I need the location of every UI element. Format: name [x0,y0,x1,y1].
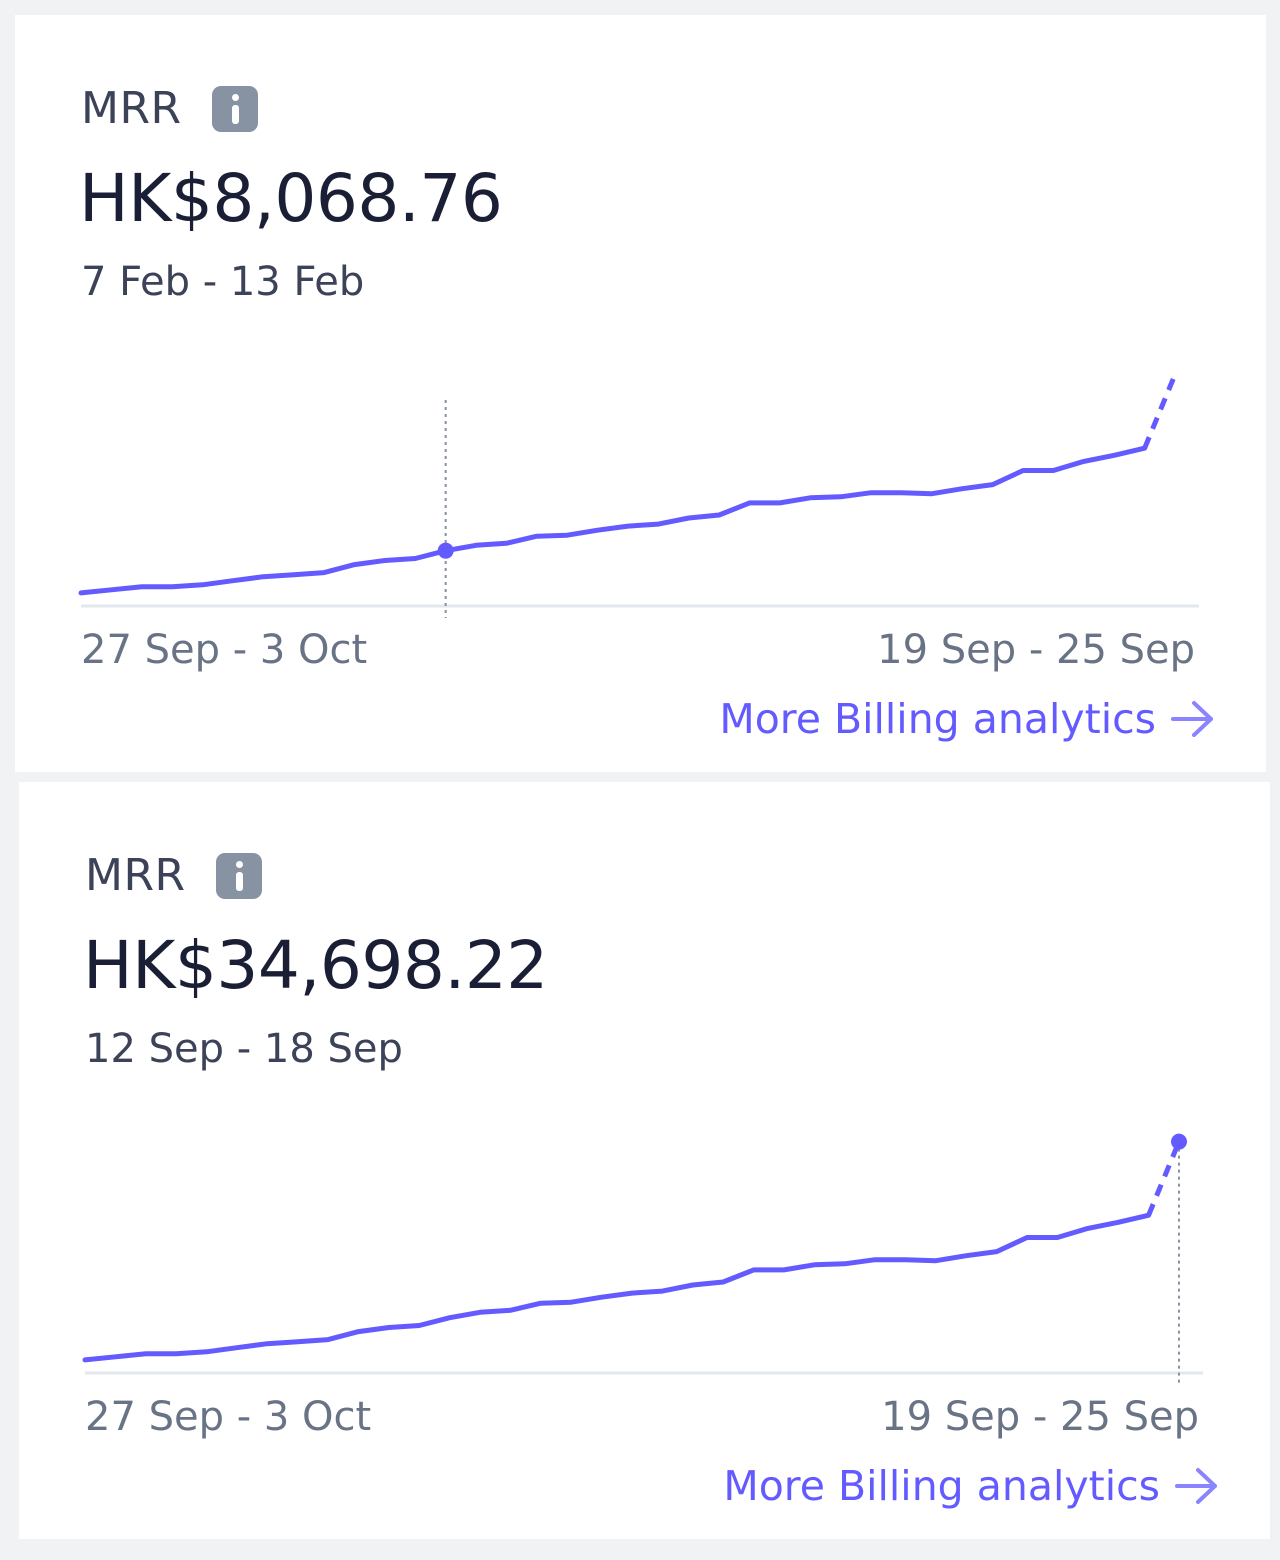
hover-point [1171,1133,1187,1150]
info-icon[interactable] [215,852,262,899]
link-label: More Billing analytics [719,695,1156,743]
hover-point [437,542,454,559]
mrr-chart[interactable] [82,1133,1225,1392]
more-billing-analytics-link[interactable]: More Billing analytics [723,1462,1220,1510]
mrr-line [78,445,1148,596]
mrr-value: HK$34,698.22 [83,927,548,1004]
mrr-chart[interactable] [78,373,1221,625]
mrr-value: HK$8,068.76 [79,160,503,237]
selected-period: 7 Feb - 13 Feb [81,259,365,305]
mrr-line [82,1212,1152,1363]
link-label: More Billing analytics [723,1462,1160,1510]
arrow-right-icon [1175,1468,1217,1504]
projected-segment [1146,1140,1182,1217]
projected-segment [1142,373,1178,450]
axis-end-label: 19 Sep - 25 Sep [877,627,1195,673]
axis-end-label: 19 Sep - 25 Sep [881,1394,1199,1440]
arrow-right-icon [1171,701,1213,737]
selected-period: 12 Sep - 18 Sep [85,1026,403,1072]
mrr-card: MRR HK$8,068.76 7 Feb - 13 Feb 27 Sep - … [15,15,1266,772]
info-icon[interactable] [211,85,258,132]
card-title: MRR [85,850,186,901]
axis-start-label: 27 Sep - 3 Oct [81,627,368,673]
mrr-card: MRR HK$34,698.22 12 Sep - 18 Sep 27 Sep … [19,782,1270,1539]
more-billing-analytics-link[interactable]: More Billing analytics [719,695,1216,743]
card-title: MRR [81,83,182,134]
axis-start-label: 27 Sep - 3 Oct [85,1394,372,1440]
